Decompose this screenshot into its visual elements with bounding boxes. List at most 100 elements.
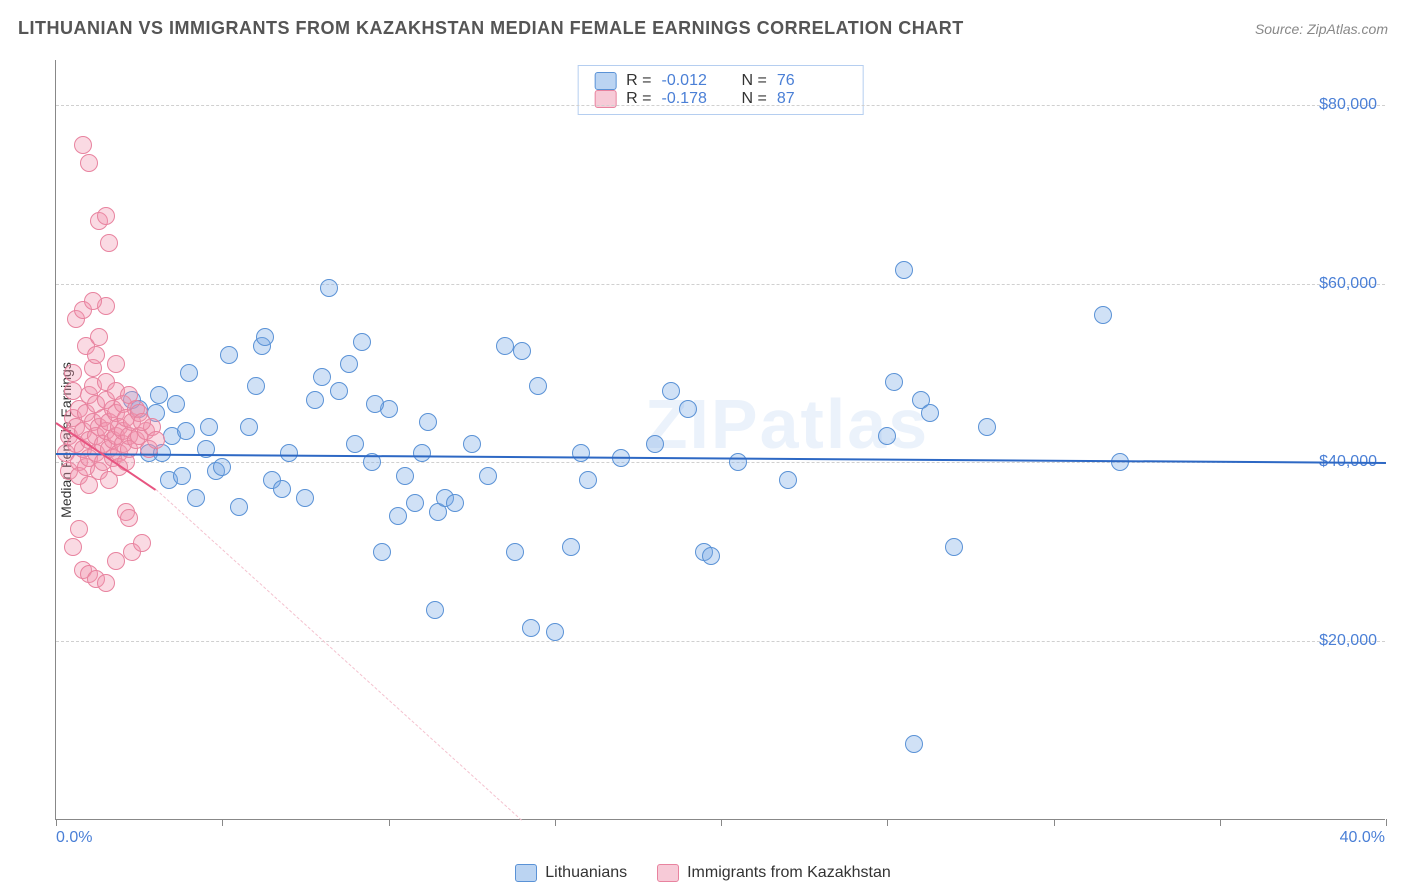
legend-swatch-blue	[594, 72, 616, 90]
data-point	[579, 471, 597, 489]
r-label: R =	[626, 72, 651, 90]
data-point	[921, 404, 939, 422]
legend-label-kazakhstan: Immigrants from Kazakhstan	[687, 864, 891, 882]
data-point	[247, 377, 265, 395]
data-point	[70, 520, 88, 538]
data-point	[729, 453, 747, 471]
data-point	[320, 279, 338, 297]
series-legend: Lithuanians Immigrants from Kazakhstan	[0, 864, 1406, 882]
data-point	[662, 382, 680, 400]
x-tick	[1386, 819, 1387, 826]
data-point	[256, 328, 274, 346]
data-point	[878, 427, 896, 445]
data-point	[506, 543, 524, 561]
data-point	[64, 364, 82, 382]
x-tick	[1054, 819, 1055, 826]
data-point	[1111, 453, 1129, 471]
data-point	[87, 346, 105, 364]
data-point	[905, 735, 923, 753]
y-tick-label: $60,000	[1319, 275, 1377, 293]
data-point	[463, 435, 481, 453]
data-point	[147, 431, 165, 449]
data-point	[84, 292, 102, 310]
data-point	[100, 234, 118, 252]
data-point	[366, 395, 384, 413]
data-point	[306, 391, 324, 409]
y-tick-label: $80,000	[1319, 96, 1377, 114]
data-point	[373, 543, 391, 561]
data-point	[64, 538, 82, 556]
data-point	[885, 373, 903, 391]
data-point	[240, 418, 258, 436]
data-point	[529, 377, 547, 395]
x-tick	[887, 819, 888, 826]
x-min-label: 0.0%	[56, 829, 92, 847]
chart-title: LITHUANIAN VS IMMIGRANTS FROM KAZAKHSTAN…	[18, 18, 964, 39]
data-point	[296, 489, 314, 507]
x-tick	[1220, 819, 1221, 826]
data-point	[90, 328, 108, 346]
data-point	[513, 342, 531, 360]
x-tick	[555, 819, 556, 826]
legend-swatch-pink-icon	[657, 864, 679, 882]
data-point	[200, 418, 218, 436]
data-point	[313, 368, 331, 386]
x-tick	[222, 819, 223, 826]
data-point	[74, 136, 92, 154]
data-point	[646, 435, 664, 453]
source-label: Source: ZipAtlas.com	[1255, 21, 1388, 37]
scatter-chart: Median Female Earnings ZIPatlas R = -0.0…	[55, 60, 1385, 820]
data-point	[64, 382, 82, 400]
data-point	[120, 509, 138, 527]
data-point	[346, 435, 364, 453]
legend-item-lithuanians: Lithuanians	[515, 864, 627, 882]
data-point	[945, 538, 963, 556]
data-point	[978, 418, 996, 436]
data-point	[406, 494, 424, 512]
data-point	[562, 538, 580, 556]
data-point	[173, 467, 191, 485]
data-point	[167, 395, 185, 413]
legend-label-lithuanians: Lithuanians	[545, 864, 627, 882]
n-value-blue: 76	[777, 72, 833, 90]
x-tick	[56, 819, 57, 826]
data-point	[97, 574, 115, 592]
data-point	[133, 413, 151, 431]
data-point	[353, 333, 371, 351]
n-label: N =	[742, 72, 767, 90]
data-point	[413, 444, 431, 462]
legend-item-kazakhstan: Immigrants from Kazakhstan	[657, 864, 891, 882]
data-point	[97, 207, 115, 225]
data-point	[280, 444, 298, 462]
data-point	[107, 355, 125, 373]
data-point	[426, 601, 444, 619]
x-tick	[721, 819, 722, 826]
gridline	[56, 641, 1385, 642]
gridline	[56, 284, 1385, 285]
data-point	[779, 471, 797, 489]
data-point	[180, 364, 198, 382]
data-point	[107, 552, 125, 570]
y-tick-label: $20,000	[1319, 632, 1377, 650]
data-point	[133, 534, 151, 552]
gridline	[56, 105, 1385, 106]
data-point	[213, 458, 231, 476]
data-point	[679, 400, 697, 418]
data-point	[419, 413, 437, 431]
x-tick	[389, 819, 390, 826]
data-point	[150, 386, 168, 404]
data-point	[546, 623, 564, 641]
correlation-legend: R = -0.012 N = 76 R = -0.178 N = 87	[577, 65, 864, 115]
data-point	[80, 154, 98, 172]
data-point	[479, 467, 497, 485]
data-point	[187, 489, 205, 507]
legend-swatch-blue-icon	[515, 864, 537, 882]
data-point	[496, 337, 514, 355]
legend-row-blue: R = -0.012 N = 76	[594, 72, 847, 90]
data-point	[389, 507, 407, 525]
data-point	[1094, 306, 1112, 324]
regression-dash-pink	[155, 489, 521, 821]
data-point	[895, 261, 913, 279]
data-point	[220, 346, 238, 364]
data-point	[702, 547, 720, 565]
